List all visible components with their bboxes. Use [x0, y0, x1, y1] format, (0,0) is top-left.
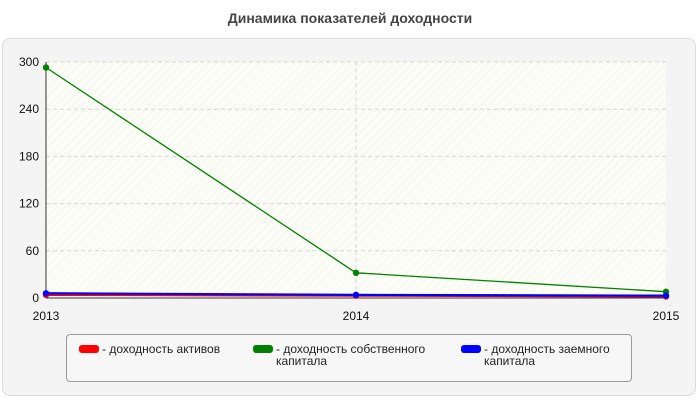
legend-swatch-equity — [253, 345, 273, 353]
x-tick-label: 2013 — [33, 309, 60, 323]
legend-label: - доходность заемного капитала — [484, 342, 610, 368]
data-point — [352, 269, 360, 277]
legend-label: - доходность собственного капитала — [276, 342, 426, 368]
x-tick-label: 2014 — [343, 309, 370, 323]
legend-item-equity: - доходность собственного капитала — [253, 343, 446, 367]
legend-swatch-assets — [79, 345, 99, 353]
legend-swatch-debt — [461, 345, 481, 353]
data-point — [42, 64, 50, 71]
legend-item-assets: - доходность активов — [79, 343, 272, 355]
y-tick-label: 120 — [19, 197, 39, 211]
legend-label: - доходность активов — [102, 342, 221, 356]
y-tick-label: 60 — [26, 244, 40, 258]
y-tick-label: 180 — [19, 149, 39, 163]
x-tick-label: 2015 — [653, 309, 680, 323]
data-point — [662, 292, 670, 299]
chart-title: Динамика показателей доходности — [227, 10, 473, 26]
data-point — [352, 291, 360, 299]
legend-item-debt: - доходность заемного капитала — [461, 343, 654, 367]
y-tick-label: 300 — [19, 55, 39, 69]
y-tick-label: 240 — [19, 102, 39, 116]
data-point — [42, 290, 50, 297]
legend: - доходность активов - доходность собств… — [66, 334, 632, 382]
y-tick-label: 0 — [32, 291, 39, 305]
